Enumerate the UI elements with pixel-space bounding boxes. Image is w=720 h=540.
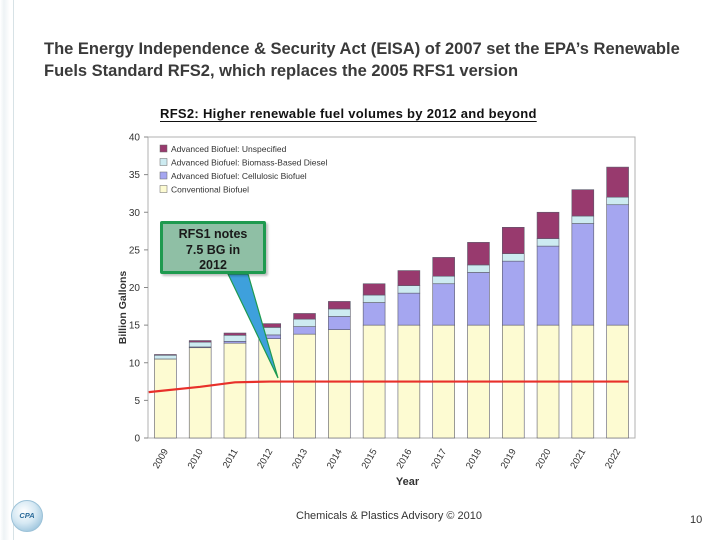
legend-swatch [159,185,168,193]
legend-swatch [159,144,168,153]
y-axis-title: Billion Gallons [117,271,129,345]
bar-segment [293,333,316,439]
bar-segment [536,211,560,239]
bar-segment [188,347,212,439]
x-tick-label: 2011 [221,447,241,470]
legend-label: Advanced Biofuel: Biomass-Based Diesel [171,158,327,168]
slide-title: The Energy Independence & Security Act (… [44,40,680,80]
y-tick-label: 15 [129,321,141,332]
bar-segment [154,358,177,439]
bar-segment [467,242,490,266]
bar-segment [328,301,351,310]
bar-segment [328,329,351,439]
bar-segment [293,318,316,327]
y-tick-label: 10 [129,358,141,369]
x-tick-label: 2018 [464,447,484,471]
bar-segment [536,245,560,326]
y-tick-label: 40 [129,133,141,144]
callout-line-1: RFS1 notes [178,227,248,241]
bar-segment [467,264,490,273]
x-tick-label: 2010 [186,447,206,471]
rfs1-reference-line [148,380,629,394]
left-decor-stripe [0,0,10,540]
stacked-bar-chart: 0 5 10 15 20 25 30 35 40 2009 2010 2011 2012 2013 2014… [117,133,636,488]
x-tick-label: 2015 [360,447,380,471]
legend-box [157,141,362,199]
x-tick-label: 2013 [290,447,310,471]
y-tick-label: 0 [134,434,140,445]
bar-segment [501,260,525,326]
bar-segment [501,227,525,254]
callout-line-2: 7.5 BG in [185,242,241,257]
bar-segment [606,196,629,206]
legend-swatch [159,158,168,166]
footer-copyright: Chemicals & Plastics Advisory © 2010 [296,510,483,522]
bar-segment [188,340,212,343]
y-tick-label: 20 [129,283,141,294]
y-tick-label: 30 [129,208,141,219]
x-tick-label: 2016 [394,447,414,471]
bar-segment [223,334,247,342]
callout-line-3: 2012 [199,258,227,272]
y-tick-label: 25 [129,245,141,256]
bar-segment [223,332,247,336]
bar-segment [432,257,455,277]
bar-segment [606,166,629,198]
bar-segment [571,223,595,326]
bar-segment [362,302,386,326]
bar-segment [293,313,316,320]
bar-segment [223,342,247,439]
rfs1-callout: RFS1 notes 7.5 BG in 2012 [160,221,266,274]
legend-label: Conventional Biofuel [171,185,249,195]
bar-segment [293,326,316,335]
bar-segment [397,285,421,294]
bar-segment [397,270,421,286]
x-tick-label: 2017 [429,447,449,471]
x-tick-label: 2012 [255,447,275,471]
y-tick-label: 35 [129,170,141,181]
legend-label: Advanced Biofuel: Unspecified [171,144,287,154]
x-tick-label: 2020 [534,447,554,471]
legend-swatch [159,171,168,180]
bar-segment [362,283,386,296]
page-number: 10 [690,514,703,526]
bar-segment [501,253,525,262]
bar-segment [328,316,351,330]
bar-segment [397,292,421,326]
left-decor-line [13,0,14,540]
cpa-logo: CPA [11,500,43,532]
bar-segment [571,215,595,224]
legend-label: Advanced Biofuel: Cellulosic Biofuel [171,171,307,181]
bar-segment [432,283,455,326]
callout-pointer [227,273,279,379]
bar-segment [432,275,455,285]
x-tick-label: 2021 [568,447,588,471]
bar-segment [154,354,177,360]
x-tick-label: 2019 [499,447,519,471]
bar-segment [362,294,386,303]
bar-segment [571,189,595,217]
x-tick-label: 2009 [151,447,171,471]
x-tick-label: 2022 [603,447,623,471]
x-axis-title: Year [396,476,420,488]
bar-segment [606,204,629,326]
y-tick-label: 5 [134,396,140,407]
chart-title: RFS2: Higher renewable fuel volumes by 2… [160,106,537,121]
x-tick-label: 2014 [325,447,345,471]
bar-segment [536,238,560,247]
bar-segment [328,308,351,317]
bar-segment [188,341,212,348]
bar-segment [467,272,490,326]
bar-segment [154,354,177,356]
